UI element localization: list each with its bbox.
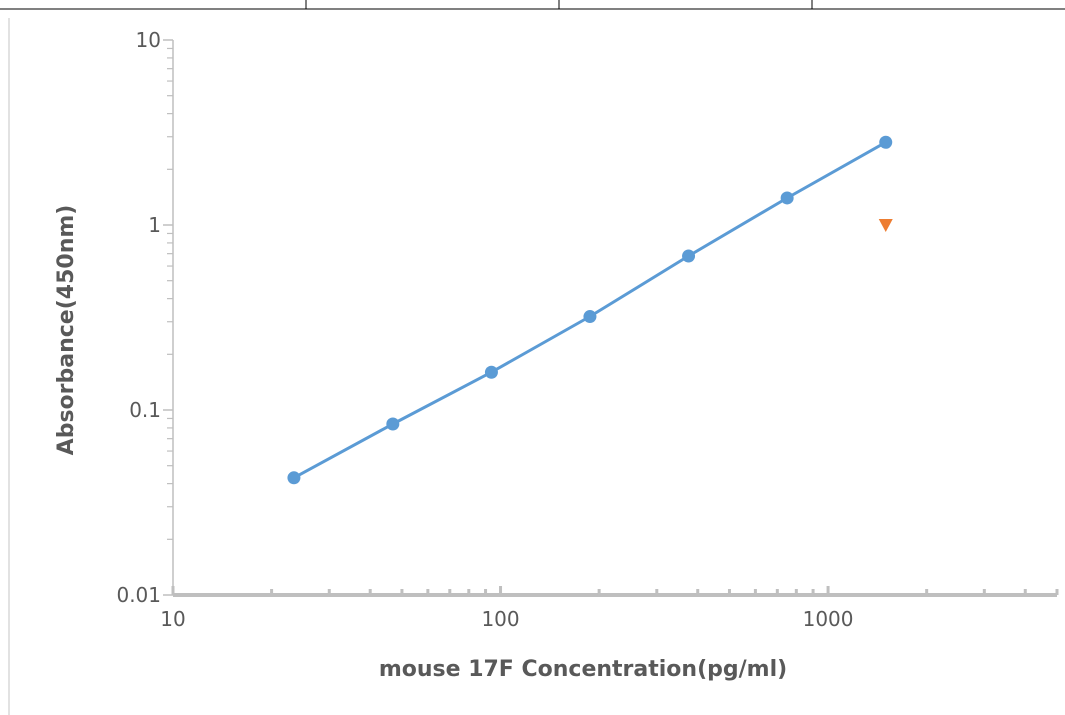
data-point bbox=[878, 219, 893, 232]
data-point bbox=[879, 135, 893, 149]
data-point bbox=[583, 310, 597, 324]
x-tick-label: 10 bbox=[160, 607, 185, 631]
data-point bbox=[682, 249, 696, 263]
y-tick-label: 0.01 bbox=[116, 583, 161, 607]
y-tick-label: 1 bbox=[148, 213, 161, 237]
y-tick-label: 10 bbox=[136, 28, 161, 52]
y-axis-title: Absorbance(450nm) bbox=[54, 205, 79, 456]
data-point bbox=[287, 471, 301, 485]
data-point bbox=[484, 365, 498, 379]
data-point bbox=[386, 417, 400, 431]
y-tick-label: 0.1 bbox=[129, 398, 161, 422]
x-axis-title: mouse 17F Concentration(pg/ml) bbox=[379, 657, 787, 682]
axes: 0.01 0.1 1 10 10 100 1000 bbox=[116, 28, 1059, 631]
table-border-top bbox=[0, 0, 1065, 10]
series bbox=[287, 135, 893, 485]
x-tick-label: 1000 bbox=[803, 607, 854, 631]
x-tick-label: 100 bbox=[481, 607, 519, 631]
series-layer bbox=[287, 135, 893, 485]
series bbox=[878, 219, 893, 232]
data-point bbox=[780, 191, 794, 205]
